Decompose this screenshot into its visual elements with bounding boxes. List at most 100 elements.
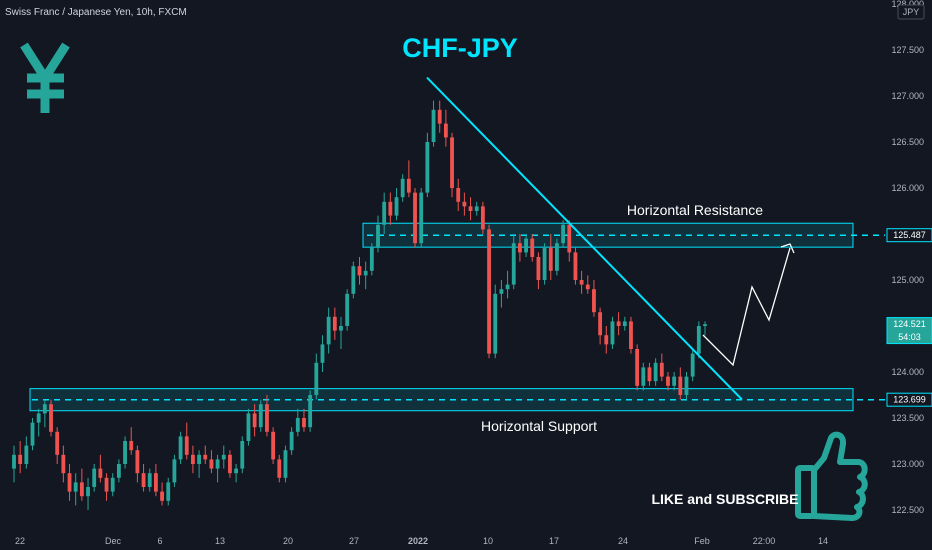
candle[interactable] bbox=[302, 408, 306, 432]
candle[interactable] bbox=[703, 321, 707, 336]
candle[interactable] bbox=[320, 335, 325, 372]
candle[interactable] bbox=[542, 243, 547, 285]
candle[interactable] bbox=[277, 454, 282, 483]
candle[interactable] bbox=[573, 247, 578, 285]
candle[interactable] bbox=[240, 436, 245, 474]
candle[interactable] bbox=[283, 445, 288, 483]
candle[interactable] bbox=[524, 234, 528, 257]
candle[interactable] bbox=[505, 270, 510, 299]
candle[interactable] bbox=[585, 275, 590, 294]
candle[interactable] bbox=[511, 234, 516, 290]
candle[interactable] bbox=[246, 408, 251, 446]
candle[interactable] bbox=[228, 450, 232, 478]
candle[interactable] bbox=[172, 454, 177, 487]
candle[interactable] bbox=[678, 367, 683, 400]
currency-badge[interactable] bbox=[897, 4, 925, 20]
candle[interactable] bbox=[493, 284, 498, 359]
candle[interactable] bbox=[604, 326, 609, 354]
candle[interactable] bbox=[431, 100, 436, 147]
candle[interactable] bbox=[641, 362, 646, 391]
candle[interactable] bbox=[443, 109, 448, 147]
candle[interactable] bbox=[567, 220, 572, 262]
candle[interactable] bbox=[419, 188, 424, 248]
candle[interactable] bbox=[363, 261, 368, 290]
time-axis[interactable]: 22 Dec 6 13 20 27 2022 10 17 24 Feb 22:00 14 bbox=[15, 536, 828, 546]
candle[interactable] bbox=[79, 468, 84, 501]
candle[interactable] bbox=[388, 192, 393, 225]
candle[interactable] bbox=[252, 404, 257, 437]
candle[interactable] bbox=[178, 431, 183, 464]
candle[interactable] bbox=[561, 220, 566, 248]
candle[interactable] bbox=[425, 132, 430, 198]
candle[interactable] bbox=[480, 201, 485, 234]
candle[interactable] bbox=[487, 224, 491, 359]
candle[interactable] bbox=[659, 353, 664, 382]
candle[interactable] bbox=[308, 390, 313, 432]
candle[interactable] bbox=[394, 188, 399, 221]
candle[interactable] bbox=[86, 477, 90, 510]
candle[interactable] bbox=[166, 477, 171, 506]
candle[interactable] bbox=[67, 464, 72, 501]
candle[interactable] bbox=[629, 316, 633, 354]
candle[interactable] bbox=[517, 234, 522, 262]
resistance-price-tag[interactable]: 125.487 bbox=[886, 228, 932, 243]
candle[interactable] bbox=[184, 422, 189, 460]
candle[interactable] bbox=[135, 445, 140, 483]
candle[interactable] bbox=[647, 362, 652, 386]
candle[interactable] bbox=[42, 399, 47, 428]
candle[interactable] bbox=[36, 408, 41, 437]
candle[interactable] bbox=[530, 234, 535, 262]
candle[interactable] bbox=[314, 353, 319, 400]
candle[interactable] bbox=[622, 316, 627, 331]
candle[interactable] bbox=[116, 459, 121, 483]
candle[interactable] bbox=[666, 372, 670, 391]
candle[interactable] bbox=[209, 450, 214, 474]
candle[interactable] bbox=[30, 418, 35, 451]
candle[interactable] bbox=[592, 280, 596, 317]
projection-path[interactable] bbox=[702, 247, 791, 367]
candle[interactable] bbox=[141, 464, 146, 492]
candle[interactable] bbox=[536, 252, 541, 290]
support-price-tag[interactable]: 123.699 bbox=[886, 392, 932, 407]
candle[interactable] bbox=[55, 427, 60, 464]
candle[interactable] bbox=[123, 436, 127, 469]
candle[interactable] bbox=[382, 192, 387, 234]
candle[interactable] bbox=[92, 464, 97, 492]
candle[interactable] bbox=[456, 178, 461, 211]
candle[interactable] bbox=[690, 349, 695, 382]
candle[interactable] bbox=[339, 316, 343, 349]
candle[interactable] bbox=[400, 174, 405, 202]
price-axis[interactable]: 128.000127.500127.000126.500126.000125.5… bbox=[885, 0, 932, 550]
candle[interactable] bbox=[332, 307, 337, 340]
candle[interactable] bbox=[326, 307, 331, 354]
candle[interactable] bbox=[369, 243, 374, 276]
candle[interactable] bbox=[499, 280, 504, 308]
candle[interactable] bbox=[555, 238, 559, 276]
candle[interactable] bbox=[191, 445, 195, 474]
candle[interactable] bbox=[462, 192, 467, 216]
trendline[interactable] bbox=[426, 76, 743, 401]
candle[interactable] bbox=[357, 257, 362, 285]
candle[interactable] bbox=[579, 270, 584, 294]
candle[interactable] bbox=[147, 468, 152, 492]
candle[interactable] bbox=[610, 316, 615, 349]
candle[interactable] bbox=[653, 358, 658, 386]
candle[interactable] bbox=[450, 132, 454, 198]
candle[interactable] bbox=[160, 482, 164, 506]
candle[interactable] bbox=[24, 436, 29, 469]
candle[interactable] bbox=[406, 160, 411, 198]
candle[interactable] bbox=[153, 464, 158, 497]
candle[interactable] bbox=[12, 445, 16, 483]
candle[interactable] bbox=[468, 197, 473, 221]
candle[interactable] bbox=[598, 307, 603, 345]
candle[interactable] bbox=[129, 427, 134, 455]
candle[interactable] bbox=[104, 473, 109, 501]
candle[interactable] bbox=[345, 289, 350, 331]
candle[interactable] bbox=[351, 261, 356, 299]
candle[interactable] bbox=[616, 312, 621, 336]
candle[interactable] bbox=[203, 445, 208, 464]
candle[interactable] bbox=[265, 395, 269, 437]
candle[interactable] bbox=[73, 473, 78, 506]
candle[interactable] bbox=[234, 464, 239, 483]
